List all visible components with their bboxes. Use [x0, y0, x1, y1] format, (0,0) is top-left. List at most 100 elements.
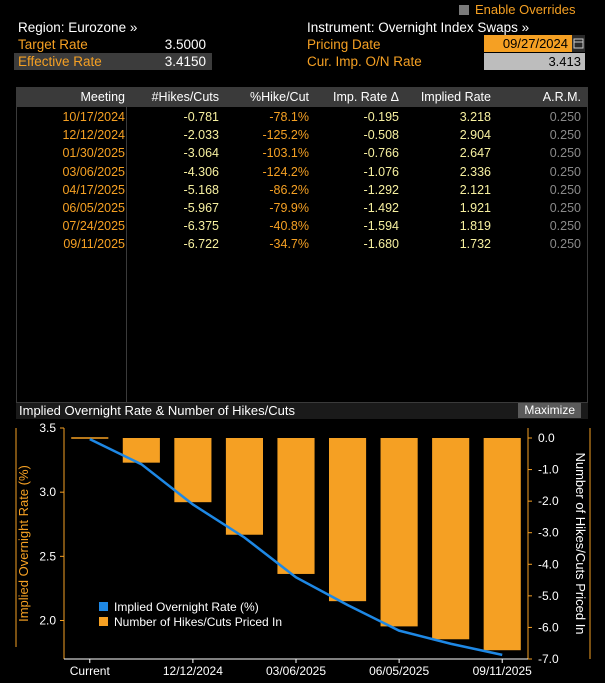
meeting-date: 12/12/2024: [62, 128, 125, 143]
table-row[interactable]: 01/30/2025 -3.064 -103.1% -0.766 2.647 0.250: [17, 145, 587, 163]
right-tick-label: -5.0: [538, 589, 559, 603]
legend-swatch-bar: [99, 617, 108, 626]
meeting-date: 09/11/2025: [63, 237, 125, 252]
x-tick-label: 12/12/2024: [163, 664, 223, 678]
effective-rate-row: Effective Rate 3.4150: [14, 53, 212, 70]
right-tick-label: -4.0: [538, 557, 559, 571]
enable-overrides-label: Enable Overrides: [475, 2, 576, 17]
bar: [225, 438, 264, 535]
arm-value: 0.250: [549, 201, 581, 215]
arm-value: 0.250: [549, 164, 581, 179]
right-tick-label: -3.0: [538, 526, 559, 540]
meeting-date: 01/30/2025: [62, 146, 125, 161]
imp-rate-delta-value: -1.076: [363, 164, 399, 179]
implied-rate-line: [89, 438, 503, 657]
imp-rate-delta-value: -1.680: [363, 237, 399, 252]
pct-hike-cut-value: -79.9%: [269, 201, 309, 215]
right-tick-label: -7.0: [538, 652, 559, 666]
cur-imp-label: Cur. Imp. O/N Rate: [307, 54, 422, 69]
right-tick-label: 0.0: [538, 431, 555, 445]
hikes-cuts-value: -6.722: [183, 237, 219, 252]
left-tick-label: 2.0: [39, 614, 56, 628]
chart-title-bar: Implied Overnight Rate & Number of Hikes…: [16, 403, 588, 419]
target-rate-value: 3.5000: [164, 37, 206, 52]
legend-swatch-line: [99, 602, 108, 611]
maximize-button[interactable]: Maximize: [518, 403, 581, 418]
right-tick-label: -2.0: [538, 494, 559, 508]
hikes-cuts-value: -0.781: [183, 110, 219, 124]
col-pct-hike-cut[interactable]: %Hike/Cut: [249, 90, 309, 104]
imp-rate-delta-value: -1.594: [363, 219, 399, 234]
pct-hike-cut-value: -34.7%: [269, 237, 309, 252]
legend-label-line: Implied Overnight Rate (%): [114, 600, 259, 614]
pricing-date-label: Pricing Date: [307, 37, 381, 52]
col-meeting[interactable]: Meeting: [80, 90, 125, 104]
target-rate-label: Target Rate: [18, 37, 88, 52]
bar: [328, 438, 367, 602]
col-imp-rate-delta[interactable]: Imp. Rate Δ: [332, 90, 399, 104]
bar: [432, 438, 470, 640]
calendar-icon[interactable]: [572, 35, 585, 52]
bar: [277, 438, 315, 574]
left-tick-label: 3.5: [39, 421, 56, 435]
imp-rate-delta-value: -0.195: [363, 110, 399, 124]
implied-rate-value: 2.336: [459, 164, 491, 179]
hikes-cuts-value: -2.033: [183, 128, 219, 143]
meeting-date: 04/17/2025: [62, 182, 125, 197]
combo-chart: 3.5 3.0 2.5 2.0 0.0 -1.0 -2.0 -3.0 -4.0 -5.0 -6.0 -…: [15, 421, 591, 678]
col-hikes-cuts[interactable]: #Hikes/Cuts: [151, 90, 219, 104]
arm-value: 0.250: [549, 182, 581, 197]
table-row[interactable]: 06/05/2025 -5.967 -79.9% -1.492 1.921 0.250: [17, 200, 587, 218]
table-row[interactable]: 07/24/2025 -6.375 -40.8% -1.594 1.819 0.250: [17, 218, 587, 236]
left-tick-label: 3.0: [39, 485, 56, 499]
region-selector[interactable]: Region: Eurozone »: [18, 20, 138, 35]
hikes-cuts-value: -6.375: [183, 219, 219, 234]
col-arm[interactable]: A.R.M.: [542, 90, 581, 104]
implied-rate-value: 1.921: [459, 201, 491, 215]
imp-rate-delta-value: -0.766: [363, 146, 399, 161]
pct-hike-cut-value: -124.2%: [262, 164, 309, 179]
instrument-selector[interactable]: Instrument: Overnight Index Swaps »: [307, 20, 530, 35]
meeting-date: 10/17/2024: [62, 110, 125, 124]
table-row[interactable]: 04/17/2025 -5.168 -86.2% -1.292 2.121 0.250: [17, 182, 587, 200]
right-tick-label: -6.0: [538, 620, 559, 634]
y-axis-label: Implied Overnight Rate (%): [16, 465, 31, 622]
bar: [174, 438, 212, 503]
pct-hike-cut-value: -40.8%: [269, 219, 309, 234]
hikes-cuts-value: -3.064: [183, 146, 219, 161]
arm-value: 0.250: [549, 110, 581, 124]
legend-label-bar: Number of Hikes/Cuts Priced In: [114, 615, 282, 629]
x-tick-label: 09/11/2025: [473, 664, 532, 678]
col-implied-rate[interactable]: Implied Rate: [420, 90, 491, 104]
meeting-date: 06/05/2025: [62, 201, 125, 215]
table-row[interactable]: 10/17/2024 -0.781 -78.1% -0.195 3.218 0.250: [17, 109, 587, 127]
x-tick-label: 03/06/2025: [266, 664, 326, 678]
legend-box: [88, 592, 312, 632]
implied-rate-value: 1.732: [459, 237, 491, 252]
implied-rate-value: 2.904: [459, 128, 491, 143]
chart-title: Implied Overnight Rate & Number of Hikes…: [19, 403, 295, 418]
arm-value: 0.250: [549, 128, 581, 143]
checkbox-icon[interactable]: [459, 5, 469, 15]
enable-overrides-checkbox[interactable]: Enable Overrides: [459, 2, 575, 17]
imp-rate-delta-value: -1.292: [363, 182, 399, 197]
imp-rate-delta-value: -1.492: [363, 201, 399, 215]
arm-value: 0.250: [549, 146, 581, 161]
hikes-cuts-value: -4.306: [183, 164, 219, 179]
table-row[interactable]: 03/06/2025 -4.306 -124.2% -1.076 2.336 0.250: [17, 164, 587, 182]
pricing-date-input[interactable]: 09/27/2024: [484, 35, 572, 52]
arm-value: 0.250: [549, 219, 581, 234]
effective-rate-value: 3.4150: [164, 54, 206, 69]
pct-hike-cut-value: -78.1%: [269, 110, 309, 124]
meeting-date: 03/06/2025: [62, 164, 125, 179]
implied-rate-value: 2.121: [459, 182, 491, 197]
hikes-cuts-value: -5.168: [183, 182, 219, 197]
imp-rate-delta-value: -0.508: [363, 128, 399, 143]
implied-rate-value: 2.647: [459, 146, 491, 161]
pct-hike-cut-value: -103.1%: [262, 146, 309, 161]
hikes-cuts-value: -5.967: [183, 201, 219, 215]
table-row[interactable]: 12/12/2024 -2.033 -125.2% -0.508 2.904 0.250: [17, 127, 587, 145]
table-row[interactable]: 09/11/2025 -6.722 -34.7% -1.680 1.732 0.250: [17, 236, 587, 254]
left-tick-label: 2.5: [39, 549, 56, 563]
column-divider: [126, 107, 127, 403]
